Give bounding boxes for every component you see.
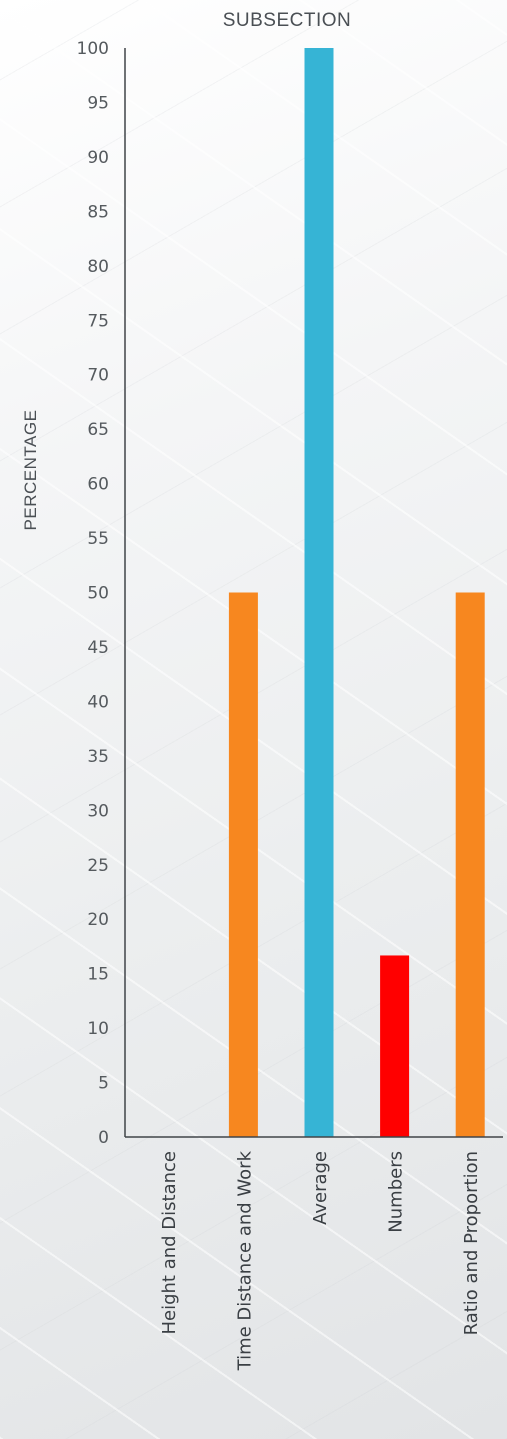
y-axis-ticks: 0 5 10 15 20 25 30 35 40 45 50 55 60 65 70 75 80 85 90 95 10… [77, 39, 109, 1148]
y-tick-label: 25 [87, 856, 109, 876]
y-tick-label: 35 [87, 747, 109, 767]
y-tick-label: 20 [87, 910, 109, 930]
y-tick-label: 70 [87, 366, 109, 386]
axes [124, 48, 503, 1138]
x-category-label: Numbers [386, 1151, 407, 1233]
x-category-label: Average [310, 1151, 331, 1225]
bar-ratio-and-proportion [455, 592, 485, 1137]
bar-average [304, 48, 334, 1137]
y-tick-label: 0 [98, 1128, 109, 1148]
y-tick-label: 75 [87, 311, 109, 331]
y-tick-label: 5 [98, 1074, 109, 1094]
bar-time-distance-and-work [228, 592, 258, 1137]
bar-numbers [380, 955, 410, 1137]
y-tick-label: 85 [87, 202, 109, 222]
x-category-label: Ratio and Proportion [461, 1151, 482, 1335]
y-tick-label: 80 [87, 257, 109, 277]
y-tick-label: 95 [87, 93, 109, 113]
y-tick-label: 10 [87, 1019, 109, 1039]
bars [228, 48, 485, 1137]
y-tick-label: 55 [87, 529, 109, 549]
y-tick-label: 65 [87, 420, 109, 440]
x-category-label: Height and Distance [159, 1151, 180, 1335]
y-tick-label: 15 [87, 965, 109, 985]
x-axis-categories: Height and Distance Time Distance and Wor… [159, 1150, 482, 1371]
y-tick-label: 30 [87, 801, 109, 821]
y-tick-label: 60 [87, 475, 109, 495]
chart-title: SUBSECTION [223, 10, 352, 31]
y-tick-label: 100 [77, 39, 109, 59]
y-tick-label: 40 [87, 692, 109, 712]
x-category-label: Time Distance and Work [234, 1150, 255, 1371]
y-tick-label: 45 [87, 638, 109, 658]
y-tick-label: 90 [87, 148, 109, 168]
y-tick-label: 50 [87, 584, 109, 604]
y-axis-label: PERCENTAGE [21, 410, 40, 531]
